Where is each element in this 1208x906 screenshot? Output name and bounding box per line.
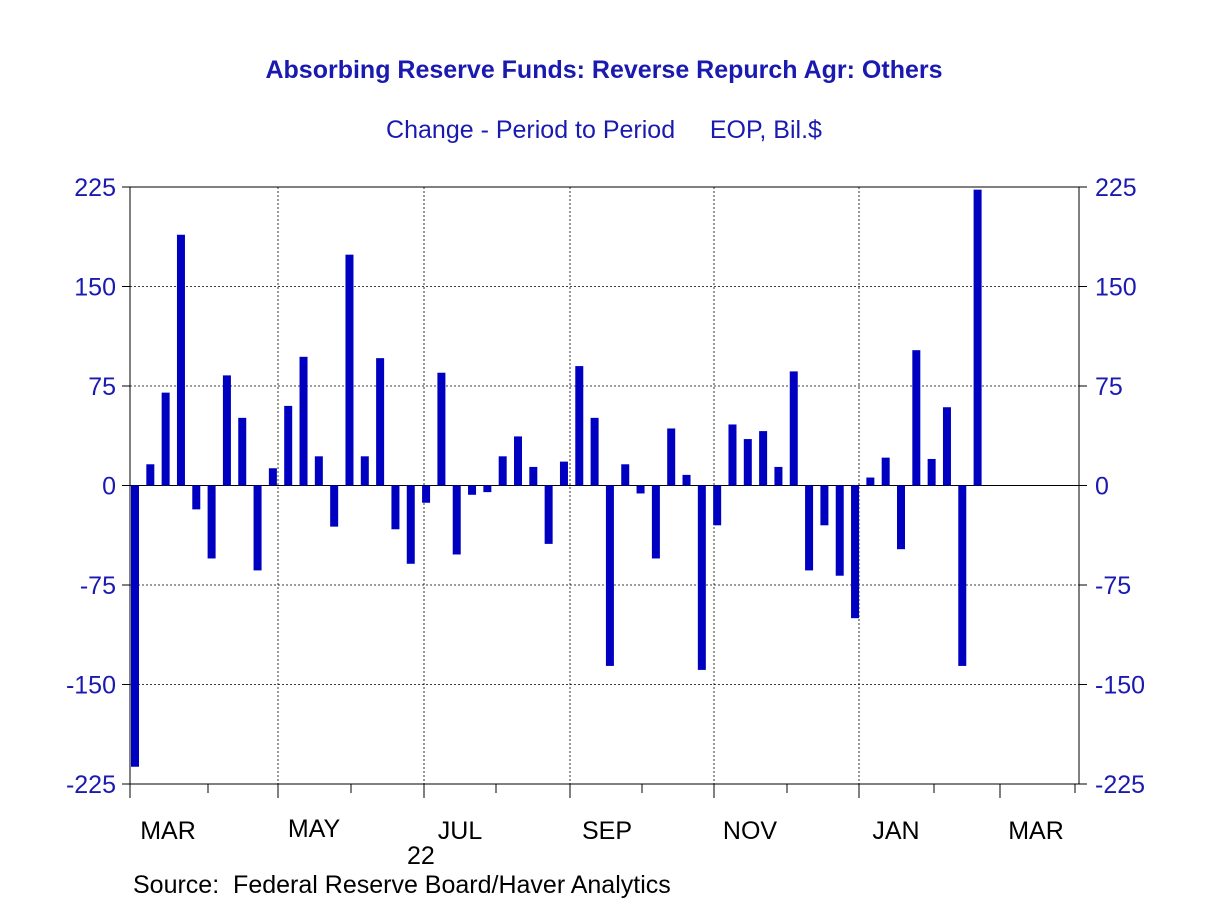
bar	[636, 485, 645, 494]
y-tick-label-right: -150	[1095, 672, 1145, 700]
bar	[851, 485, 860, 619]
bar	[651, 485, 660, 559]
bar	[498, 456, 507, 486]
chart-subtitle: Change - Period to Period EOP, Bil.$	[386, 116, 822, 144]
y-tick-label-right: 0	[1095, 473, 1109, 501]
bar	[789, 371, 798, 486]
y-tick-label-left: 0	[102, 473, 116, 501]
x-tick-label: SEP	[582, 817, 632, 845]
y-tick-label-right: -225	[1095, 771, 1145, 799]
bar	[437, 372, 446, 486]
bar	[559, 461, 568, 486]
x-tick-label: JUL	[438, 817, 483, 845]
bar	[621, 464, 630, 486]
bar	[575, 366, 584, 486]
bar	[881, 457, 890, 486]
y-tick-label-left: 150	[74, 274, 116, 302]
bar	[391, 485, 400, 530]
bar	[468, 485, 477, 495]
bar	[835, 485, 844, 576]
bar	[942, 407, 951, 486]
y-tick-label-right: 150	[1095, 274, 1137, 302]
bar	[958, 485, 967, 666]
bar	[161, 392, 170, 486]
bar	[131, 485, 139, 767]
y-tick-label-right: -75	[1095, 572, 1131, 600]
bars	[131, 189, 982, 767]
bar	[973, 189, 982, 486]
bar	[514, 436, 522, 486]
x-tick-label: MAR	[140, 817, 196, 845]
bar	[207, 485, 216, 559]
bar	[866, 477, 875, 486]
bar	[743, 439, 752, 486]
x-tick-label: MAY	[288, 815, 341, 843]
bar	[713, 485, 722, 526]
bar	[697, 485, 706, 670]
y-tick-label-right: 75	[1095, 373, 1123, 401]
bar	[605, 485, 614, 666]
bar	[590, 417, 599, 486]
bar	[422, 485, 431, 503]
bar	[728, 424, 737, 486]
bar	[330, 485, 339, 527]
bar	[927, 458, 936, 486]
bar	[238, 417, 247, 486]
bar	[345, 254, 354, 486]
bar	[253, 485, 262, 571]
year-label: 22	[407, 842, 435, 870]
bar	[897, 485, 905, 550]
bar	[192, 485, 201, 510]
bar	[376, 358, 385, 486]
bar	[360, 456, 369, 486]
bar	[452, 485, 461, 555]
y-tick-label-left: 225	[74, 174, 116, 202]
axes	[122, 186, 1087, 798]
y-tick-label-left: -75	[80, 572, 116, 600]
y-tick-label-left: 75	[88, 373, 116, 401]
bar	[667, 428, 676, 486]
x-tick-label: JAN	[872, 817, 919, 845]
x-tick-label: MAR	[1008, 817, 1064, 845]
bar	[529, 466, 538, 486]
y-tick-label-left: -150	[66, 672, 116, 700]
source-note: Source: Federal Reserve Board/Haver Anal…	[133, 871, 671, 899]
bar	[314, 456, 323, 486]
bar	[176, 234, 185, 486]
x-tick-label: NOV	[723, 817, 778, 845]
bar	[268, 468, 277, 486]
bar	[406, 485, 415, 564]
bar	[774, 466, 783, 486]
bar	[805, 485, 814, 571]
bar	[284, 405, 293, 486]
bar	[820, 485, 829, 526]
bar	[912, 350, 921, 486]
bar	[759, 431, 768, 486]
bar	[682, 474, 691, 486]
bar	[299, 356, 308, 486]
bar	[544, 485, 553, 544]
bar	[222, 375, 231, 486]
y-tick-label-left: -225	[66, 771, 116, 799]
bar	[146, 464, 155, 486]
tick-labels: 225 225 150 150 75 75 0 0 -75 -75 -150 -150 -225 -225…	[66, 174, 1145, 845]
chart-title: Absorbing Reserve Funds: Reverse Repurch…	[265, 56, 943, 84]
bar	[483, 485, 492, 493]
y-tick-label-right: 225	[1095, 174, 1137, 202]
